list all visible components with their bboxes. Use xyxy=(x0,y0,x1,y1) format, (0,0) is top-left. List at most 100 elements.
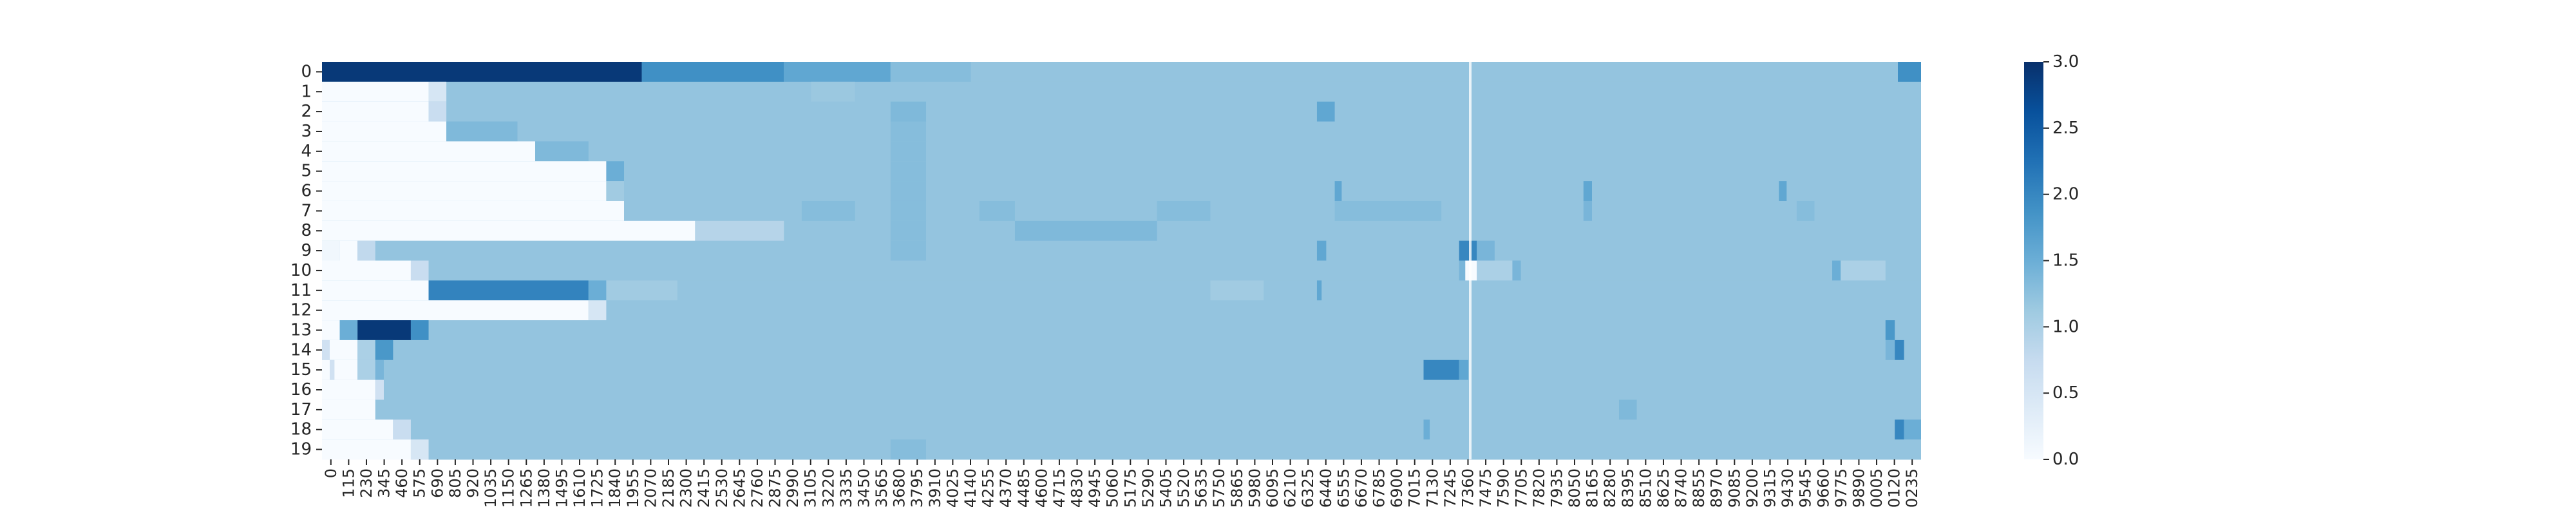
heatmap-cell xyxy=(890,439,927,460)
heatmap-cell xyxy=(606,181,625,202)
heatmap-cell xyxy=(1477,260,1513,281)
x-tick-label: 8510 xyxy=(1636,468,1654,508)
y-tick-label: 8 xyxy=(301,221,312,240)
heatmap-cell xyxy=(1210,280,1264,301)
colorbar-tick-label: 2.5 xyxy=(2052,119,2079,138)
heatmap-cell xyxy=(322,320,340,341)
x-tick-label: 805 xyxy=(446,468,464,498)
heatmap-cell xyxy=(334,360,358,381)
colorbar-tick-label: 0.5 xyxy=(2052,383,2079,403)
heatmap-cell xyxy=(357,360,375,381)
y-tick-label: 7 xyxy=(301,201,312,220)
heatmap-row-15 xyxy=(322,360,1921,381)
x-tick-label: 2185 xyxy=(659,468,677,508)
x-tick-label: 3335 xyxy=(837,468,855,508)
x-tick-label: 9430 xyxy=(1779,468,1797,508)
x-tick-label: 8970 xyxy=(1708,468,1726,508)
x-tick-label: 0005 xyxy=(1868,468,1886,508)
y-tick-label: 2 xyxy=(301,102,312,121)
x-tick-label: 115 xyxy=(339,468,357,498)
heatmap-cell xyxy=(329,360,335,381)
heatmap-cell xyxy=(322,419,393,440)
heatmap-cell xyxy=(428,280,589,301)
heatmap-cell xyxy=(1316,101,1335,122)
heatmap-cell xyxy=(1898,62,1921,82)
y-tick-label: 6 xyxy=(301,182,312,201)
heatmap-row-10 xyxy=(322,260,1921,281)
x-tick-label: 5750 xyxy=(1210,468,1228,508)
heatmap-cell xyxy=(1014,220,1157,242)
x-tick-label: 3220 xyxy=(819,468,837,508)
heatmap-cell xyxy=(339,320,358,341)
heatmap-cell xyxy=(1316,280,1322,301)
heatmap-cell xyxy=(375,340,393,361)
heatmap-cell xyxy=(1334,181,1342,202)
heatmap-cell xyxy=(322,101,429,122)
heatmap-row-19 xyxy=(322,439,1921,460)
heatmap-cell xyxy=(1779,181,1787,202)
heatmap-cell xyxy=(322,220,696,242)
x-tick-label: 3565 xyxy=(873,468,891,508)
heatmap-cell xyxy=(357,340,375,361)
heatmap-cell xyxy=(375,360,384,381)
heatmap-cell xyxy=(322,181,607,202)
x-tick-label: 4255 xyxy=(980,468,998,508)
x-tick-label: 4945 xyxy=(1086,468,1104,508)
x-tick-label: 1265 xyxy=(517,468,535,508)
x-tick-label: 6210 xyxy=(1282,468,1300,508)
x-tick-label: 5520 xyxy=(1175,468,1193,508)
x-tick-label: 6440 xyxy=(1317,468,1335,508)
heatmap-cell xyxy=(588,300,607,321)
heatmap-cell xyxy=(588,280,607,301)
heatmap-row-14 xyxy=(322,340,1921,361)
x-tick-label: 2415 xyxy=(695,468,713,508)
x-tick-label: 5290 xyxy=(1139,468,1157,508)
x-tick-label: 3450 xyxy=(855,468,873,508)
x-tick-label: 8625 xyxy=(1654,468,1672,508)
heatmap-cell xyxy=(322,81,429,102)
x-tick-label: 6555 xyxy=(1334,468,1352,508)
y-tick-label: 18 xyxy=(290,420,312,439)
heatmap-cell xyxy=(890,141,927,162)
colorbar-gradient xyxy=(2024,62,2043,459)
heatmap-cell xyxy=(322,200,625,222)
x-tick-label: 1725 xyxy=(589,468,607,508)
y-tick-label: 12 xyxy=(290,301,312,320)
heatmap-cell xyxy=(410,439,429,460)
x-tick-label: 460 xyxy=(393,468,411,498)
x-tick-label: 6325 xyxy=(1299,468,1317,508)
heatmap-cell xyxy=(322,141,536,162)
x-tick-label: 4715 xyxy=(1050,468,1068,508)
colorbar-tick-label: 1.0 xyxy=(2052,317,2079,336)
y-tick-label: 16 xyxy=(290,380,312,399)
heatmap-cell xyxy=(890,121,927,142)
heatmap-cell xyxy=(890,101,927,122)
heatmap-cell xyxy=(784,62,891,82)
x-tick-label: 6900 xyxy=(1388,468,1406,508)
y-tick-label: 3 xyxy=(301,122,312,141)
colorbar-tick-label: 3.0 xyxy=(2052,52,2079,72)
x-tick-label: 7015 xyxy=(1406,468,1424,508)
heatmap-cell xyxy=(1334,200,1442,222)
x-tick-label: 1150 xyxy=(500,468,518,508)
x-tick-label: 4025 xyxy=(943,468,961,508)
heatmap-cell xyxy=(695,220,784,242)
heatmap-cell xyxy=(322,260,411,281)
heatmap-cell xyxy=(811,81,855,102)
heatmap-cell xyxy=(357,240,375,261)
heatmap-cell xyxy=(1895,419,1904,440)
heatmap-cell xyxy=(322,161,607,182)
y-tick-label: 0 xyxy=(301,62,312,81)
x-tick-label: 8855 xyxy=(1690,468,1708,508)
heatmap-cell xyxy=(890,62,971,82)
x-tick-label: 5175 xyxy=(1121,468,1139,508)
heatmap-cell xyxy=(1583,181,1593,202)
heatmap-cell xyxy=(1885,340,1895,361)
heatmap-row-18 xyxy=(322,419,1921,440)
x-tick-label: 9200 xyxy=(1743,468,1761,508)
x-tick-label: 2070 xyxy=(641,468,659,508)
x-tick-label: 4370 xyxy=(997,468,1015,508)
x-tick-label: 8050 xyxy=(1566,468,1584,508)
x-tick-label: 1840 xyxy=(606,468,624,508)
